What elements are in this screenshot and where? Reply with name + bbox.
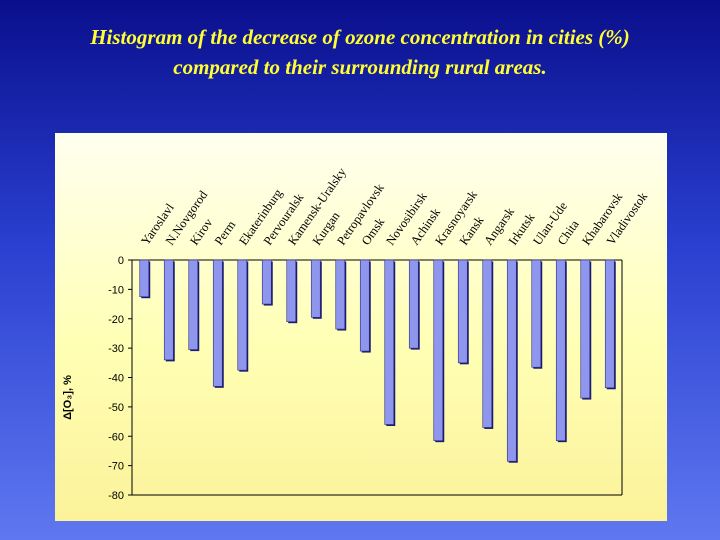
bar [139, 259, 150, 298]
category-label: Perm [212, 218, 239, 248]
title-line-1: Histogram of the decrease of ozone conce… [90, 25, 630, 49]
y-tick-label: 0 [118, 255, 124, 267]
y-tick-label: -50 [108, 402, 124, 414]
slide-title: Histogram of the decrease of ozone conce… [0, 22, 720, 82]
bar [359, 259, 370, 352]
bar [237, 259, 248, 371]
bars [139, 259, 616, 463]
bar [457, 259, 468, 364]
bar [408, 259, 419, 349]
y-tick-label: -70 [108, 461, 124, 473]
y-tick-label: -40 [108, 373, 124, 385]
bar [188, 259, 199, 350]
y-axis-title: Δ[O₃], % [62, 375, 74, 420]
category-labels: YaroslavlN.NovgorodKirovPermEkaterinburg… [138, 165, 650, 248]
bar [310, 259, 321, 318]
bar [433, 259, 444, 441]
bar [384, 259, 395, 425]
bar [580, 259, 591, 399]
bar [286, 259, 297, 322]
y-tick-label: -80 [108, 490, 124, 502]
bar [163, 259, 174, 361]
bar [531, 259, 542, 368]
bar-chart: 0 -10 -20 -30 -40 -50 -60 -70 -80 YaroslavlN.Nov… [62, 165, 651, 502]
bar [335, 259, 346, 330]
y-tick-label: -60 [108, 431, 124, 443]
y-tick-label: -30 [108, 343, 124, 355]
bar [482, 259, 493, 428]
y-tick-label: -20 [108, 314, 124, 326]
bar [261, 259, 272, 305]
bar [604, 259, 615, 389]
bar [506, 259, 517, 462]
chart-panel: 0 -10 -20 -30 -40 -50 -60 -70 -80 Yaroslavl N.Nov… [55, 133, 667, 521]
bar [555, 259, 566, 441]
bar [212, 259, 223, 387]
title-line-2: compared to their surrounding rural area… [173, 55, 547, 79]
y-tick-label: -10 [108, 284, 124, 296]
